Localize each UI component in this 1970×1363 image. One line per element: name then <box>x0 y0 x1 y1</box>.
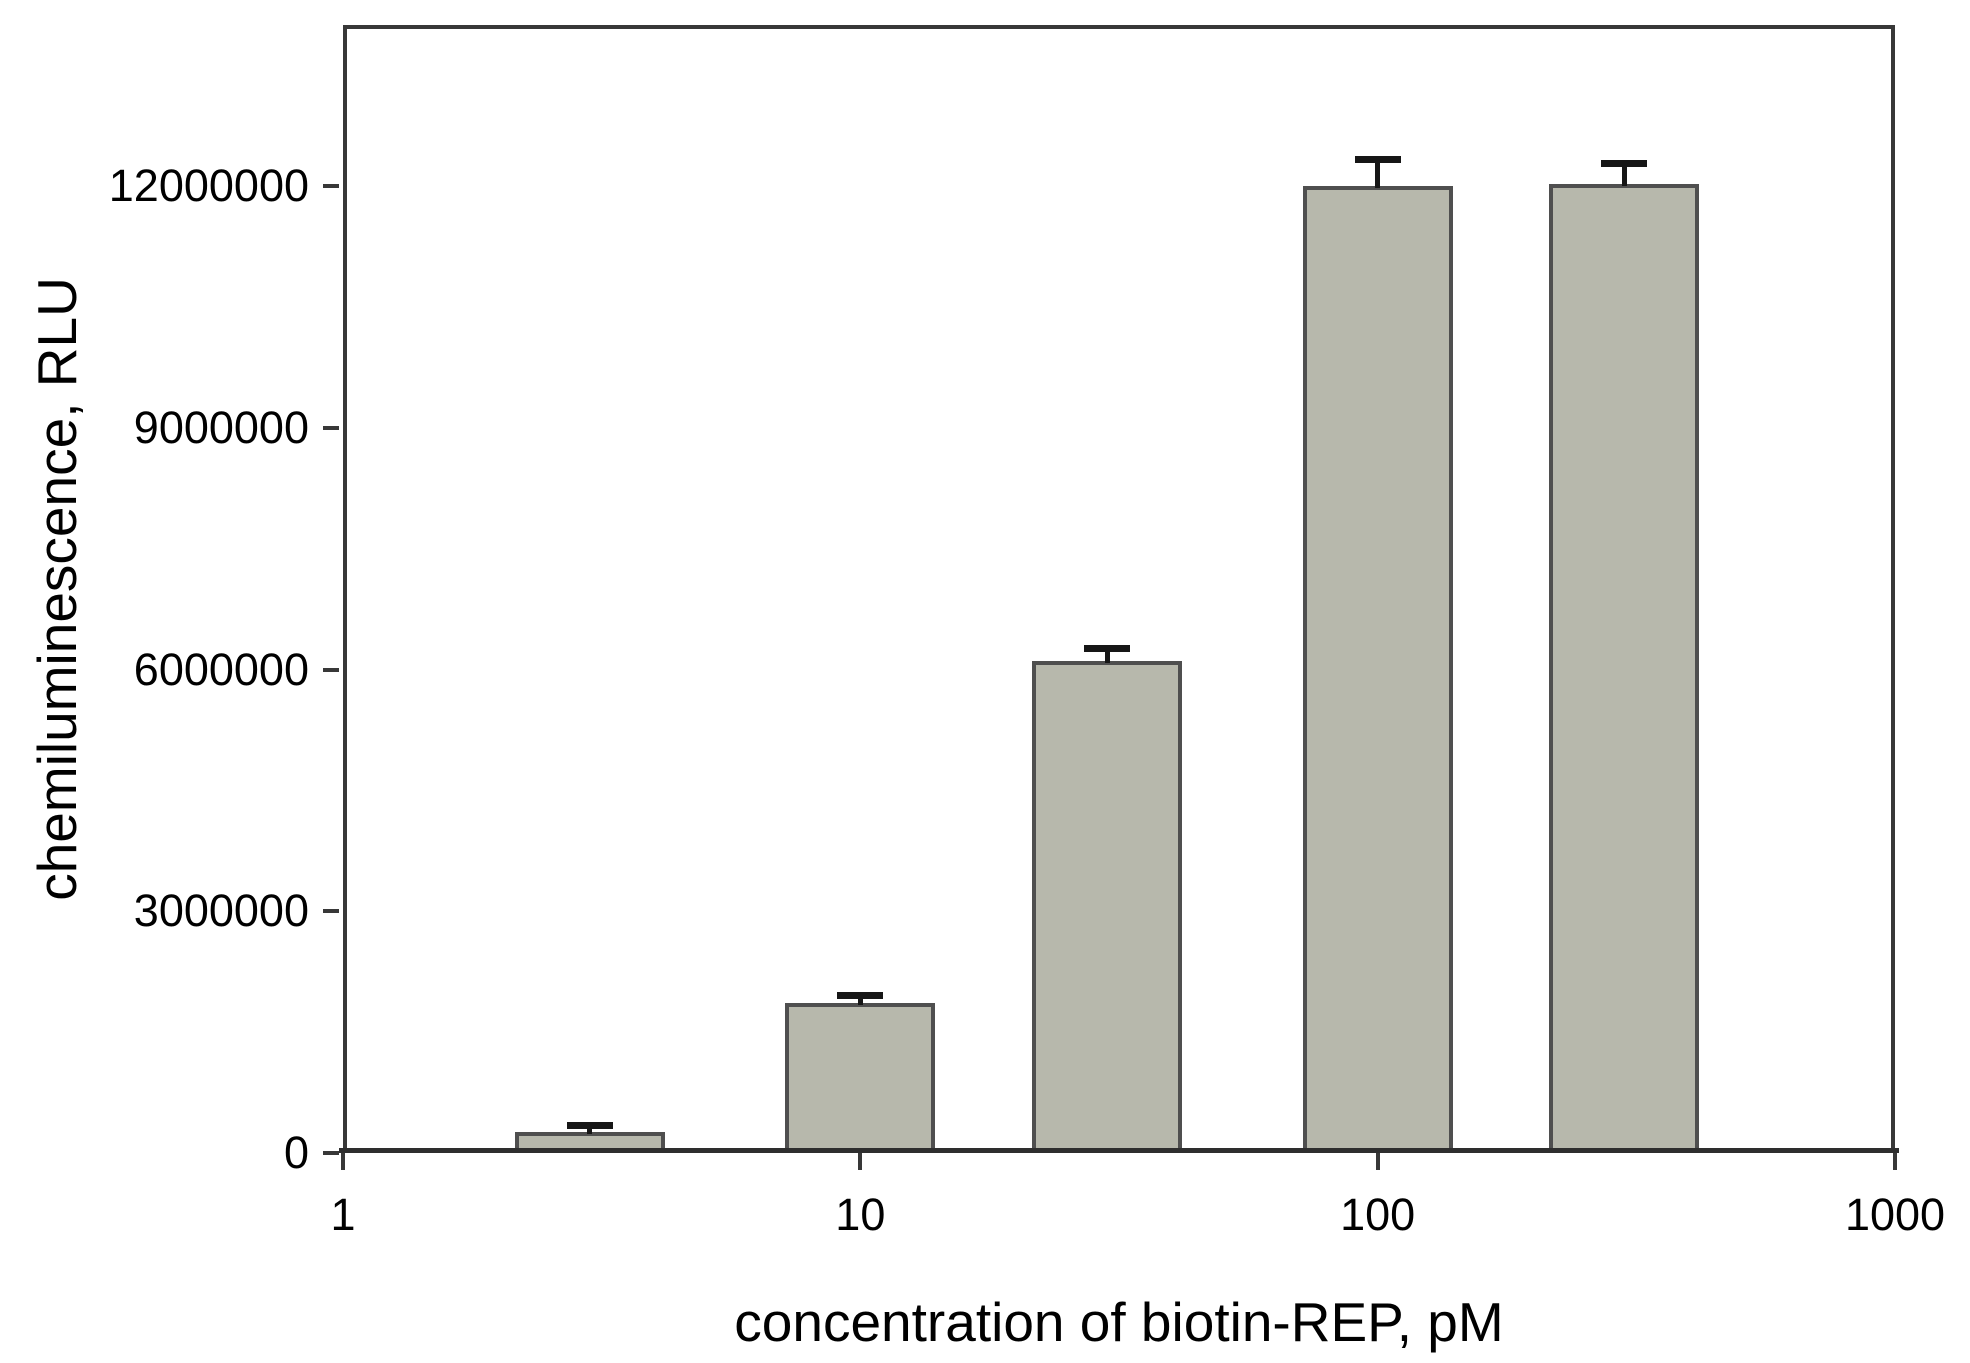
error-bar-cap <box>1084 644 1131 652</box>
bar <box>1032 660 1183 1153</box>
error-bar-stem <box>1375 159 1381 189</box>
x-tick-mark <box>341 1153 345 1170</box>
error-bar-stem <box>1621 163 1627 186</box>
error-bar-cap <box>566 1122 613 1130</box>
error-bar-cap <box>1354 155 1401 163</box>
error-bar-stem <box>857 995 863 1006</box>
y-tick-label: 0 <box>283 1127 309 1178</box>
bar <box>1302 186 1453 1153</box>
x-tick-label: 1000 <box>1844 1189 1946 1240</box>
y-axis-line <box>343 25 347 1153</box>
error-bar-stem <box>587 1126 593 1135</box>
y-axis-title: chemiluminescence, RLU <box>26 277 88 901</box>
x-tick-mark <box>1893 1153 1897 1170</box>
y-tick-label: 3000000 <box>133 885 309 937</box>
y-tick-label: 6000000 <box>133 643 309 695</box>
x-axis-title: concentration of biotin-REP, pM <box>734 1291 1504 1353</box>
error-bar-cap <box>1601 159 1648 167</box>
bar <box>1549 183 1700 1153</box>
y-tick-mark <box>323 425 339 430</box>
y-tick-mark <box>323 909 339 914</box>
bar <box>785 1003 936 1153</box>
x-tick-label: 100 <box>1340 1189 1416 1240</box>
error-bar-cap <box>837 991 884 999</box>
plot-area: 0 3000000 6000000 9000000 12000000 1 10 100 1000 <box>109 25 1945 1239</box>
error-bar-stem <box>1104 648 1110 663</box>
plot-frame-right <box>1891 25 1895 1153</box>
x-tick-mark <box>1375 1153 1380 1170</box>
y-tick-label: 9000000 <box>133 401 309 453</box>
plot-frame-top <box>343 25 1895 29</box>
x-tick-label: 10 <box>835 1189 886 1240</box>
x-axis-line <box>339 1148 1899 1153</box>
y-tick-mark <box>323 1151 339 1155</box>
y-tick-label: 12000000 <box>108 160 309 212</box>
y-tick-mark <box>323 184 339 189</box>
y-tick-mark <box>323 667 339 672</box>
x-tick-mark <box>858 1153 863 1170</box>
x-tick-label: 1 <box>330 1189 356 1240</box>
